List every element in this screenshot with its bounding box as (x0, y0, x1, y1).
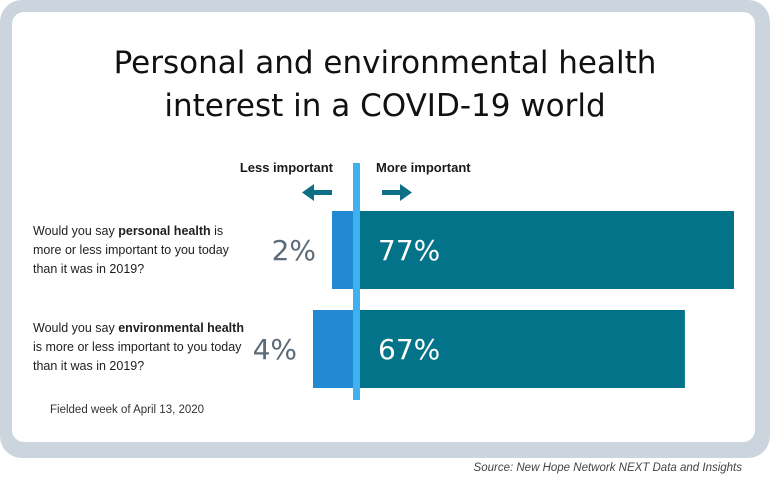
label-less-personal-health: 2% (272, 234, 316, 267)
source-note: Source: New Hope Network NEXT Data and I… (473, 462, 742, 474)
more-important-label: More important (376, 160, 471, 175)
question-1-bold: personal health (118, 224, 211, 238)
question-1-pre: Would you say (33, 224, 119, 238)
question-2-bold: environmental health (118, 321, 244, 335)
diverging-bar-chart: 2% 77% 4% 67% (253, 163, 734, 400)
question-2-post: is more or less important to you today t… (33, 340, 242, 373)
fielded-date-note: Fielded week of April 13, 2020 (50, 404, 205, 416)
question-environmental-health: Would you say environmental health is mo… (33, 319, 248, 376)
bar-more-personal-health (356, 211, 734, 289)
question-1-post: is more or less important to you today t… (33, 224, 229, 276)
question-personal-health: Would you say personal health is more or… (33, 222, 248, 279)
less-important-label: Less important (239, 160, 333, 175)
bar-less-personal-health (332, 211, 356, 289)
bar-less-environmental-health (313, 310, 356, 388)
bar-more-environmental-health (356, 310, 685, 388)
center-divider-line (353, 163, 360, 400)
right-arrow-icon (382, 184, 412, 201)
question-2-pre: Would you say (33, 321, 119, 335)
label-less-environmental-health: 4% (253, 333, 297, 366)
chart-title: Personal and environmental health intere… (0, 42, 770, 128)
title-line-1: Personal and environmental health (113, 45, 657, 81)
title-line-2: interest in a COVID-19 world (164, 88, 606, 124)
label-more-personal-health: 77% (378, 234, 440, 267)
label-more-environmental-health: 67% (378, 333, 440, 366)
left-arrow-icon (302, 184, 332, 201)
